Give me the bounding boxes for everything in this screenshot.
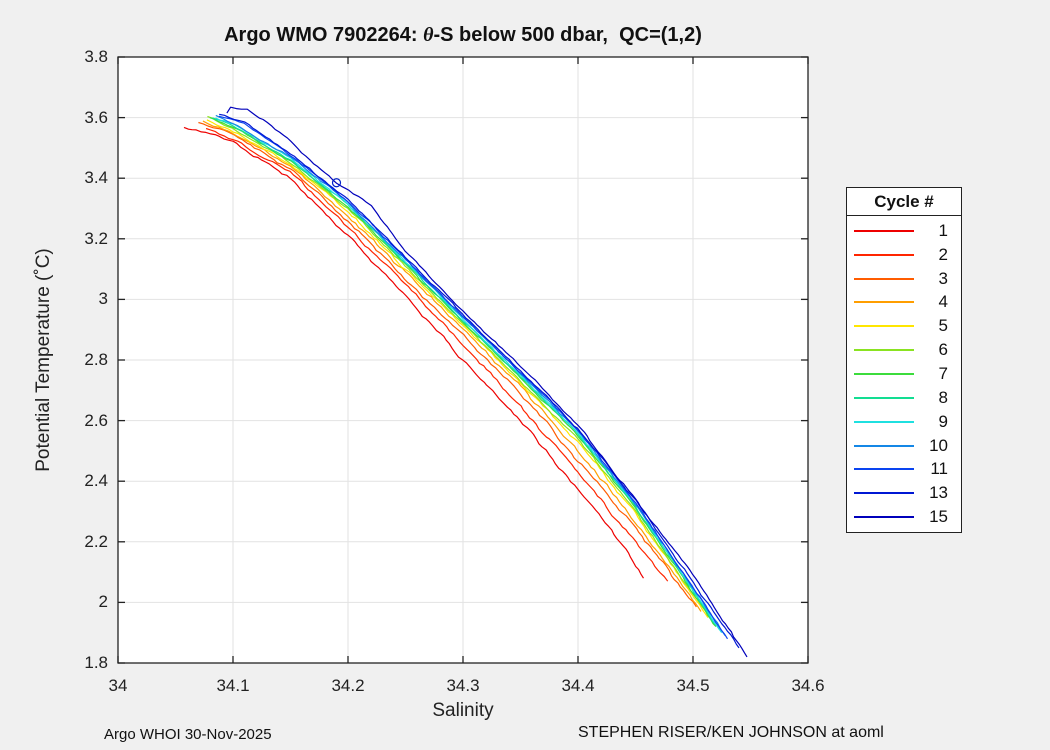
legend-label: 13 [929, 483, 948, 503]
legend-row: 5 [847, 315, 961, 338]
series-line-cycle-9 [215, 117, 723, 634]
chart-title-prefix: Argo WMO 7902264: [224, 24, 424, 46]
legend-line-sample [854, 468, 914, 471]
footer-left-text: Argo WHOI 30-Nov-2025 [104, 726, 272, 743]
x-axis-label: Salinity [432, 700, 494, 721]
chart-title-suffix: -S below 500 dbar, QC=(1,2) [433, 24, 702, 46]
legend-label: 10 [929, 435, 948, 455]
legend-label: 8 [938, 387, 948, 407]
legend-row: 9 [847, 410, 961, 433]
legend-label: 4 [938, 292, 948, 312]
legend-label: 5 [938, 316, 948, 336]
legend-row: 15 [847, 506, 961, 529]
legend-label: 6 [938, 340, 948, 360]
y-tick-label: 2.6 [84, 410, 108, 430]
y-tick-label: 2.4 [84, 471, 108, 491]
y-tick-label: 2.2 [84, 531, 108, 551]
legend-label: 1 [938, 220, 948, 240]
chart-title: Argo WMO 7902264: θ-S below 500 dbar, QC… [118, 24, 808, 47]
x-tick-label: 34.4 [561, 676, 595, 695]
legend-row: 4 [847, 291, 961, 314]
legend-row: 1 [847, 219, 961, 242]
legend-line-sample [854, 301, 914, 304]
y-tick-label: 3 [98, 289, 108, 309]
legend-line-sample [854, 516, 914, 519]
y-tick-label: 2.8 [84, 350, 108, 369]
series-line-cycle-3 [198, 121, 697, 608]
legend-line-sample [854, 325, 914, 328]
series-line-cycle-11 [218, 115, 729, 640]
legend-rows: 1 2 3 4 5 6 7 8 9 10 11 13 15 [847, 216, 961, 532]
legend-line-sample [854, 444, 914, 447]
legend-label: 15 [929, 507, 948, 527]
footer-right-text: STEPHEN RISER/KEN JOHNSON at aoml [578, 724, 884, 741]
series-line-cycle-6 [207, 115, 715, 624]
legend: Cycle # 1 2 3 4 5 6 7 8 9 10 11 13 15 [846, 187, 962, 533]
series-line-cycle-1 [183, 126, 645, 579]
cycle-marker-circle [331, 178, 342, 188]
x-tick-label: 34.6 [791, 676, 825, 695]
x-tick-label: 34.3 [446, 676, 480, 695]
legend-label: 9 [938, 411, 948, 431]
legend-row: 13 [847, 482, 961, 505]
y-axis-label: Potential Temperature (˚C) [33, 248, 54, 472]
y-tick-label: 3.8 [84, 47, 108, 66]
legend-line-sample [854, 420, 914, 423]
legend-label: 7 [938, 363, 948, 383]
y-tick-label: 3.6 [84, 107, 108, 127]
legend-line-sample [854, 229, 914, 232]
legend-title: Cycle # [847, 188, 961, 216]
legend-line-sample [854, 372, 914, 375]
legend-line-sample [854, 349, 914, 352]
legend-line-sample [854, 253, 914, 256]
theta-symbol: θ [423, 24, 434, 46]
legend-label: 11 [930, 459, 948, 479]
legend-row: 8 [847, 386, 961, 409]
legend-row: 6 [847, 339, 961, 362]
y-tick-label: 3.2 [84, 228, 108, 248]
x-tick-label: 34 [108, 676, 128, 695]
legend-line-sample [854, 277, 914, 280]
legend-row: 7 [847, 362, 961, 385]
x-tick-label: 34.5 [676, 676, 710, 695]
y-tick-label: 3.4 [84, 168, 108, 188]
legend-row: 11 [847, 458, 961, 481]
y-tick-label: 1.8 [84, 653, 108, 672]
y-tick-label: 2 [98, 592, 108, 612]
series-line-cycle-4 [202, 120, 702, 612]
legend-line-sample [854, 492, 914, 495]
series-line-cycle-15 [226, 106, 748, 658]
legend-row: 10 [847, 434, 961, 457]
legend-row: 3 [847, 267, 961, 290]
x-tick-label: 34.2 [331, 676, 365, 695]
series-line-cycle-13 [219, 113, 740, 649]
series-line-cycle-2 [205, 127, 669, 582]
legend-label: 3 [938, 268, 948, 288]
legend-line-sample [854, 396, 914, 399]
x-tick-label: 34.1 [216, 676, 250, 695]
legend-label: 2 [938, 244, 948, 264]
legend-row: 2 [847, 243, 961, 266]
